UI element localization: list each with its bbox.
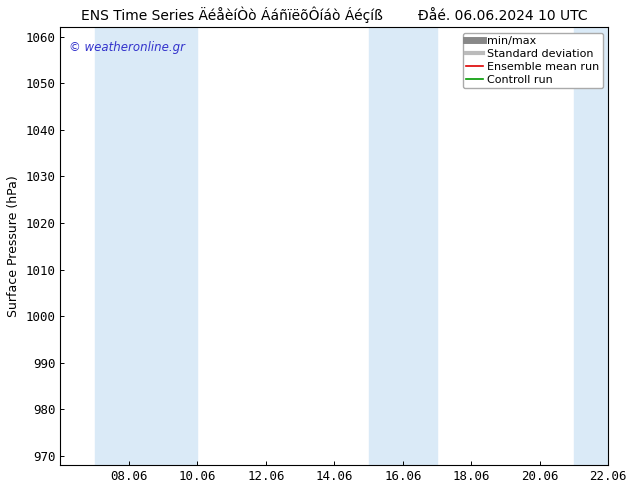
Text: © weatheronline.gr: © weatheronline.gr [68, 41, 184, 53]
Bar [368, 27, 437, 465]
Y-axis label: Surface Pressure (hPa): Surface Pressure (hPa) [7, 175, 20, 317]
Bar [574, 27, 625, 465]
Title: ENS Time Series ÄéåèíÒò ÁáñïëõÔíáò Áéçíß        Đåé. 06.06.2024 10 UTC: ENS Time Series ÄéåèíÒò ÁáñïëõÔíáò Áéçíß… [81, 7, 588, 24]
Legend: min/max, Standard deviation, Ensemble mean run, Controll run: min/max, Standard deviation, Ensemble me… [463, 33, 603, 88]
Bar [94, 27, 197, 465]
Bar [602, 27, 608, 465]
